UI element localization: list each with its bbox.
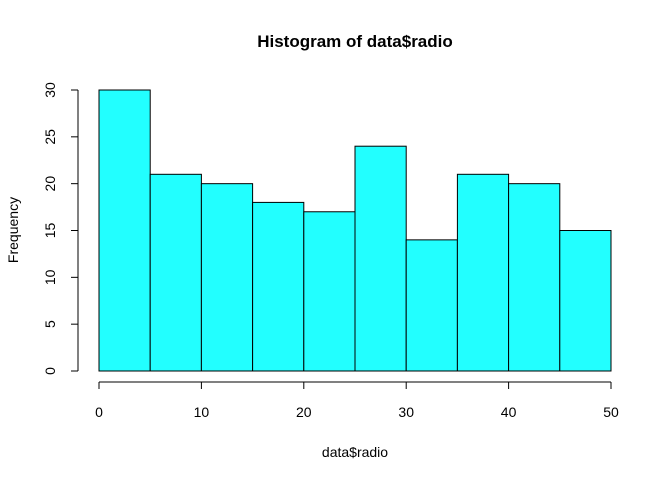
histogram-bar-9 <box>559 230 612 372</box>
chart-title: Histogram of data$radio <box>257 32 453 51</box>
y-tick-label-4: 20 <box>42 176 58 192</box>
histogram-bar-8 <box>508 183 561 372</box>
bars-group <box>98 89 612 372</box>
x-tick-label-4: 40 <box>501 404 517 420</box>
y-tick-label-2: 10 <box>42 269 58 285</box>
histogram-bar-5 <box>354 145 407 372</box>
y-axis: 0 5 10 15 20 25 30 <box>42 82 79 375</box>
y-tick-label-6: 30 <box>42 82 58 98</box>
x-tick-label-2: 20 <box>296 404 312 420</box>
histogram-bar-7 <box>456 173 510 372</box>
y-tick-label-1: 5 <box>42 320 58 328</box>
x-tick-label-3: 30 <box>398 404 414 420</box>
y-tick-label-0: 0 <box>42 367 58 375</box>
histogram-bar-3 <box>252 201 305 372</box>
histogram-bar-2 <box>200 183 254 372</box>
y-axis-label: Frequency <box>5 197 21 263</box>
x-tick-label-5: 50 <box>603 404 619 420</box>
histogram-bar-1 <box>149 173 202 372</box>
histogram-bar-4 <box>303 211 356 372</box>
x-axis: 0 10 20 30 40 50 <box>95 381 619 420</box>
x-tick-label-1: 10 <box>194 404 210 420</box>
x-axis-label: data$radio <box>322 444 388 460</box>
y-tick-label-3: 15 <box>42 223 58 239</box>
y-tick-label-5: 25 <box>42 129 58 145</box>
x-tick-label-0: 0 <box>95 404 103 420</box>
histogram-bar-6 <box>405 239 458 372</box>
histogram-bar-0 <box>98 89 151 372</box>
